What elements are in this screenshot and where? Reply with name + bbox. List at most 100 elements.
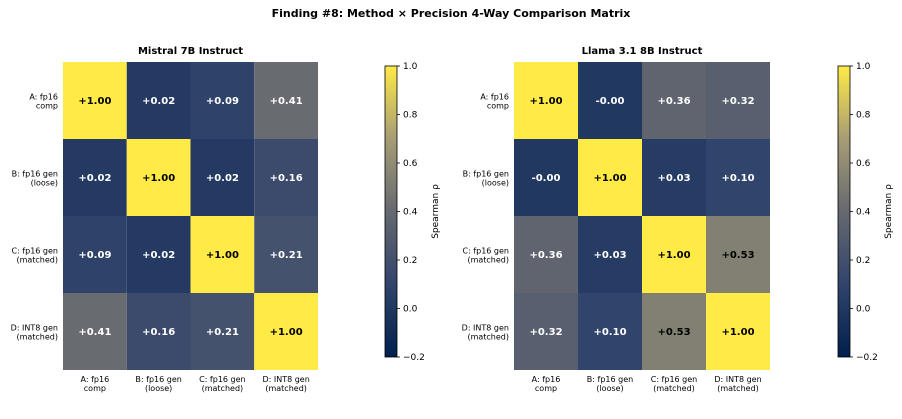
colorbar [384,65,398,358]
x-tick-label: B: fp16 gen (loose) [587,375,633,393]
figure-title: Finding #8: Method × Precision 4-Way Com… [272,7,631,20]
cell-label: +0.16 [142,327,175,338]
heatmap-cell [706,62,770,139]
heatmap-cell [190,62,255,139]
cell-label: +0.32 [721,96,754,107]
cell-label: +0.02 [78,173,111,184]
x-tick-label: D: INT8 gen (matched) [262,375,309,393]
x-tick-label: B: fp16 gen (loose) [135,375,181,393]
y-tick-label: D: INT8 gen (matched) [11,324,58,342]
heatmap-cell [126,216,191,293]
y-tick-label: A: fp16 comp [29,93,58,111]
heatmap-cell [63,139,127,216]
heatmap-cell [578,216,642,293]
colorbar-tick-label: 0.4 [856,208,871,218]
colorbar-tick-label: 0.0 [856,305,871,315]
cell-label: +0.10 [593,327,626,338]
heatmap-cell [578,62,642,139]
cell-label: +1.00 [529,96,562,107]
heatmap-cell [126,139,191,216]
colorbar-tick-label: −0.2 [403,353,425,363]
cell-label: +1.00 [206,250,239,261]
cell-label: +0.36 [529,250,562,261]
y-tick-label: C: fp16 gen (matched) [11,247,58,265]
y-tick-label: B: fp16 gen (loose) [463,170,509,188]
heatmap-cell [514,293,578,370]
colorbar-tick-label: 0.6 [856,159,871,169]
x-tick-label: C: fp16 gen (matched) [199,375,246,393]
colorbar-tick-label: 0.8 [856,111,871,121]
cell-label: +0.53 [721,250,754,261]
cell-label: +0.02 [142,250,175,261]
colorbar-label: Spearman ρ [431,184,441,239]
cell-label: +0.16 [270,173,303,184]
cell-label: +0.09 [78,250,111,261]
colorbar-tick-label: 0.6 [403,159,418,169]
heatmap-cell [706,216,770,293]
heatmap-cell [63,293,127,370]
cell-label: -0.00 [596,96,625,107]
subplot-title: Llama 3.1 8B Instruct [582,46,703,57]
heatmap-cell [254,293,318,370]
heatmap-cell [63,62,127,139]
y-tick-label: B: fp16 gen (loose) [12,170,58,188]
cell-label: +1.00 [593,173,626,184]
x-tick-label: A: fp16 comp [532,375,561,393]
heatmap-cell [190,139,255,216]
colorbar-tick-label: 1.0 [856,62,871,72]
heatmap-cell [514,139,578,216]
cell-label: +0.41 [270,96,303,107]
cell-label: +0.09 [206,96,239,107]
heatmap-cell [126,293,191,370]
x-tick-label: A: fp16 comp [81,375,110,393]
heatmap-cell [126,62,191,139]
heatmap-cell [254,62,318,139]
cell-label: +0.36 [657,96,690,107]
cell-label: +1.00 [657,250,690,261]
subplot-title: Mistral 7B Instruct [138,46,243,57]
cell-label: +0.21 [270,250,303,261]
colorbar-tick-label: 0.0 [403,305,418,315]
heatmap-cell [254,216,318,293]
colorbar-tick-label: 0.2 [403,256,417,266]
cell-label: -0.00 [532,173,561,184]
heatmap-cell [642,62,706,139]
cell-label: +0.03 [657,173,690,184]
heatmap-cell [254,139,318,216]
colorbar-tick-label: 0.2 [856,256,870,266]
cell-label: +1.00 [721,327,754,338]
heatmap-cell [706,139,770,216]
cell-label: +0.02 [142,96,175,107]
colorbar-tick-label: −0.2 [856,353,878,363]
heatmap-cell [578,139,642,216]
cell-label: +0.32 [529,327,562,338]
heatmap-cell [190,293,255,370]
heatmap-cell [706,293,770,370]
cell-label: +0.53 [657,327,690,338]
heatmap-cell [514,62,578,139]
y-tick-label: A: fp16 comp [480,93,509,111]
cell-label: +0.41 [78,327,111,338]
x-tick-label: D: INT8 gen (matched) [714,375,761,393]
colorbar-tick-label: 1.0 [403,62,418,72]
colorbar-label: Spearman ρ [884,184,894,239]
cell-label: +0.02 [206,173,239,184]
heatmap-cell [190,216,255,293]
cell-label: +0.21 [206,327,239,338]
x-tick-label: C: fp16 gen (matched) [651,375,698,393]
cell-label: +1.00 [270,327,303,338]
cell-label: +0.03 [593,250,626,261]
heatmap-cell [578,293,642,370]
heatmap-cell [642,216,706,293]
y-tick-label: C: fp16 gen (matched) [462,247,509,265]
cell-label: +0.10 [721,173,754,184]
cell-label: +1.00 [78,96,111,107]
y-tick-label: D: INT8 gen (matched) [462,324,509,342]
heatmap-cell [63,216,127,293]
heatmap-cell [642,139,706,216]
colorbar [837,65,851,358]
heatmap-cell [514,216,578,293]
colorbar-tick-label: 0.4 [403,208,418,218]
heatmap-cell [642,293,706,370]
